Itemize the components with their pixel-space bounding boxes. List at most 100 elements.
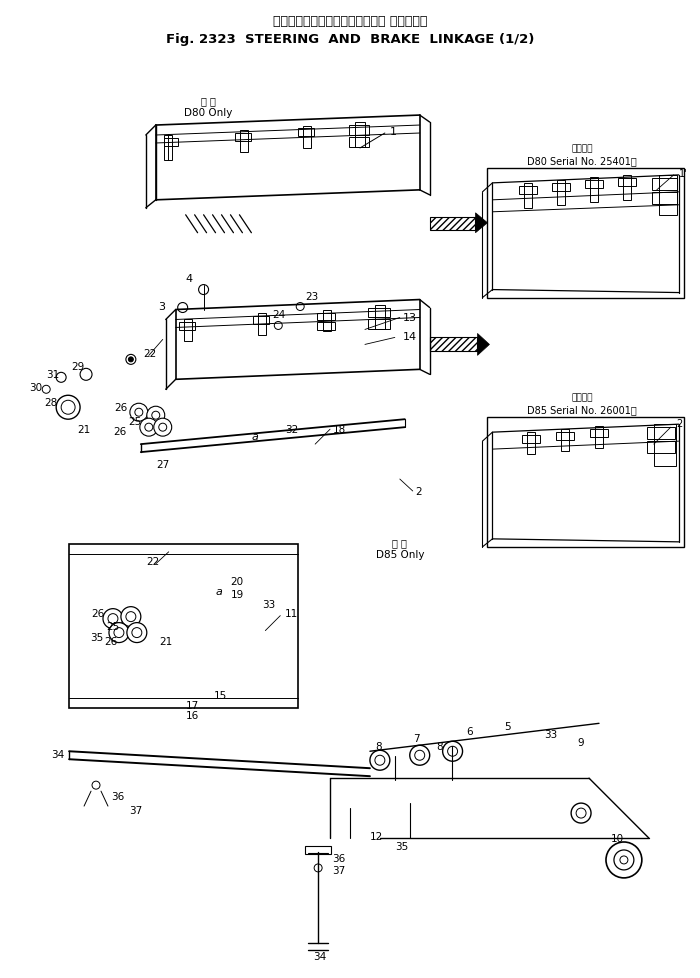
Circle shape xyxy=(108,614,118,624)
Text: 25: 25 xyxy=(128,417,141,426)
Text: D80 Only: D80 Only xyxy=(184,108,233,118)
Bar xyxy=(430,217,475,231)
Text: 22: 22 xyxy=(143,349,156,359)
Text: 19: 19 xyxy=(230,589,244,600)
Bar xyxy=(323,310,331,333)
Bar xyxy=(430,338,477,352)
Bar xyxy=(623,176,631,200)
Circle shape xyxy=(114,628,124,638)
Bar xyxy=(595,426,603,449)
Circle shape xyxy=(109,623,129,643)
Circle shape xyxy=(121,607,141,627)
Circle shape xyxy=(296,303,304,311)
Text: 28: 28 xyxy=(44,398,57,408)
Bar xyxy=(552,184,570,192)
Bar xyxy=(375,305,385,331)
Circle shape xyxy=(274,322,282,331)
Bar xyxy=(557,181,565,205)
Text: 23: 23 xyxy=(305,291,318,301)
Circle shape xyxy=(576,808,586,819)
Text: 34: 34 xyxy=(51,749,64,760)
Circle shape xyxy=(80,369,92,380)
Circle shape xyxy=(92,781,100,789)
Text: 2: 2 xyxy=(677,419,683,428)
Text: D85 Only: D85 Only xyxy=(376,550,424,559)
Circle shape xyxy=(614,850,634,870)
Bar xyxy=(355,123,365,148)
Bar xyxy=(178,323,195,332)
Text: D80 Serial No. 25401～: D80 Serial No. 25401～ xyxy=(527,156,637,165)
Bar xyxy=(349,126,369,136)
Text: 26: 26 xyxy=(113,426,126,437)
Bar xyxy=(556,432,574,441)
Bar xyxy=(519,187,538,195)
Circle shape xyxy=(314,864,322,872)
Bar xyxy=(183,320,192,342)
Text: 22: 22 xyxy=(146,556,159,566)
Bar xyxy=(652,193,677,204)
Circle shape xyxy=(56,396,80,420)
Text: 3: 3 xyxy=(158,301,164,311)
Text: 14: 14 xyxy=(402,333,417,342)
Circle shape xyxy=(447,746,458,756)
Circle shape xyxy=(178,303,188,313)
Bar xyxy=(561,429,569,452)
Circle shape xyxy=(42,386,50,394)
Bar xyxy=(487,418,684,548)
Bar xyxy=(618,179,636,187)
Text: 32: 32 xyxy=(286,424,298,435)
Text: 26: 26 xyxy=(91,608,104,618)
Text: 18: 18 xyxy=(333,424,346,435)
Text: 36: 36 xyxy=(111,791,124,801)
Circle shape xyxy=(414,750,425,761)
Text: 2: 2 xyxy=(416,486,422,497)
Polygon shape xyxy=(475,213,487,234)
Text: 26: 26 xyxy=(114,403,127,413)
Text: ステアリング　および　ブレーキ リンケージ: ステアリング および ブレーキ リンケージ xyxy=(273,15,427,27)
Bar xyxy=(69,545,298,709)
Circle shape xyxy=(370,750,390,771)
Text: 37: 37 xyxy=(332,865,345,875)
Text: 33: 33 xyxy=(544,730,557,739)
Text: 20: 20 xyxy=(230,576,244,586)
Bar xyxy=(253,317,270,325)
Text: 24: 24 xyxy=(272,310,286,320)
Circle shape xyxy=(128,358,134,363)
Bar xyxy=(590,178,598,202)
Text: 21: 21 xyxy=(77,424,90,435)
Text: 27: 27 xyxy=(156,460,169,469)
Text: 13: 13 xyxy=(402,313,416,323)
Circle shape xyxy=(152,412,160,420)
Bar xyxy=(305,846,331,854)
Text: 30: 30 xyxy=(29,383,43,393)
Circle shape xyxy=(56,373,66,383)
Text: 29: 29 xyxy=(71,362,85,372)
Bar xyxy=(258,314,266,336)
Text: 15: 15 xyxy=(214,690,227,700)
Text: 専 用: 専 用 xyxy=(201,96,216,106)
Circle shape xyxy=(147,407,164,424)
Circle shape xyxy=(145,423,153,431)
Bar xyxy=(164,139,178,147)
Bar xyxy=(303,127,312,149)
Bar xyxy=(647,427,675,440)
Circle shape xyxy=(442,741,463,762)
Bar xyxy=(368,320,390,331)
Circle shape xyxy=(410,745,430,766)
Circle shape xyxy=(571,803,591,823)
Text: 25: 25 xyxy=(106,621,119,631)
Text: 1: 1 xyxy=(390,127,397,137)
Text: 33: 33 xyxy=(262,600,276,609)
Circle shape xyxy=(103,609,123,629)
Text: 11: 11 xyxy=(286,608,298,618)
Text: 8: 8 xyxy=(437,741,443,751)
Circle shape xyxy=(606,842,642,878)
Circle shape xyxy=(126,612,136,622)
Circle shape xyxy=(154,419,172,437)
Text: 34: 34 xyxy=(314,951,327,960)
Bar xyxy=(585,181,603,189)
Text: a: a xyxy=(215,586,222,597)
Circle shape xyxy=(61,401,75,415)
Text: 31: 31 xyxy=(46,370,60,379)
Text: 6: 6 xyxy=(466,727,473,736)
